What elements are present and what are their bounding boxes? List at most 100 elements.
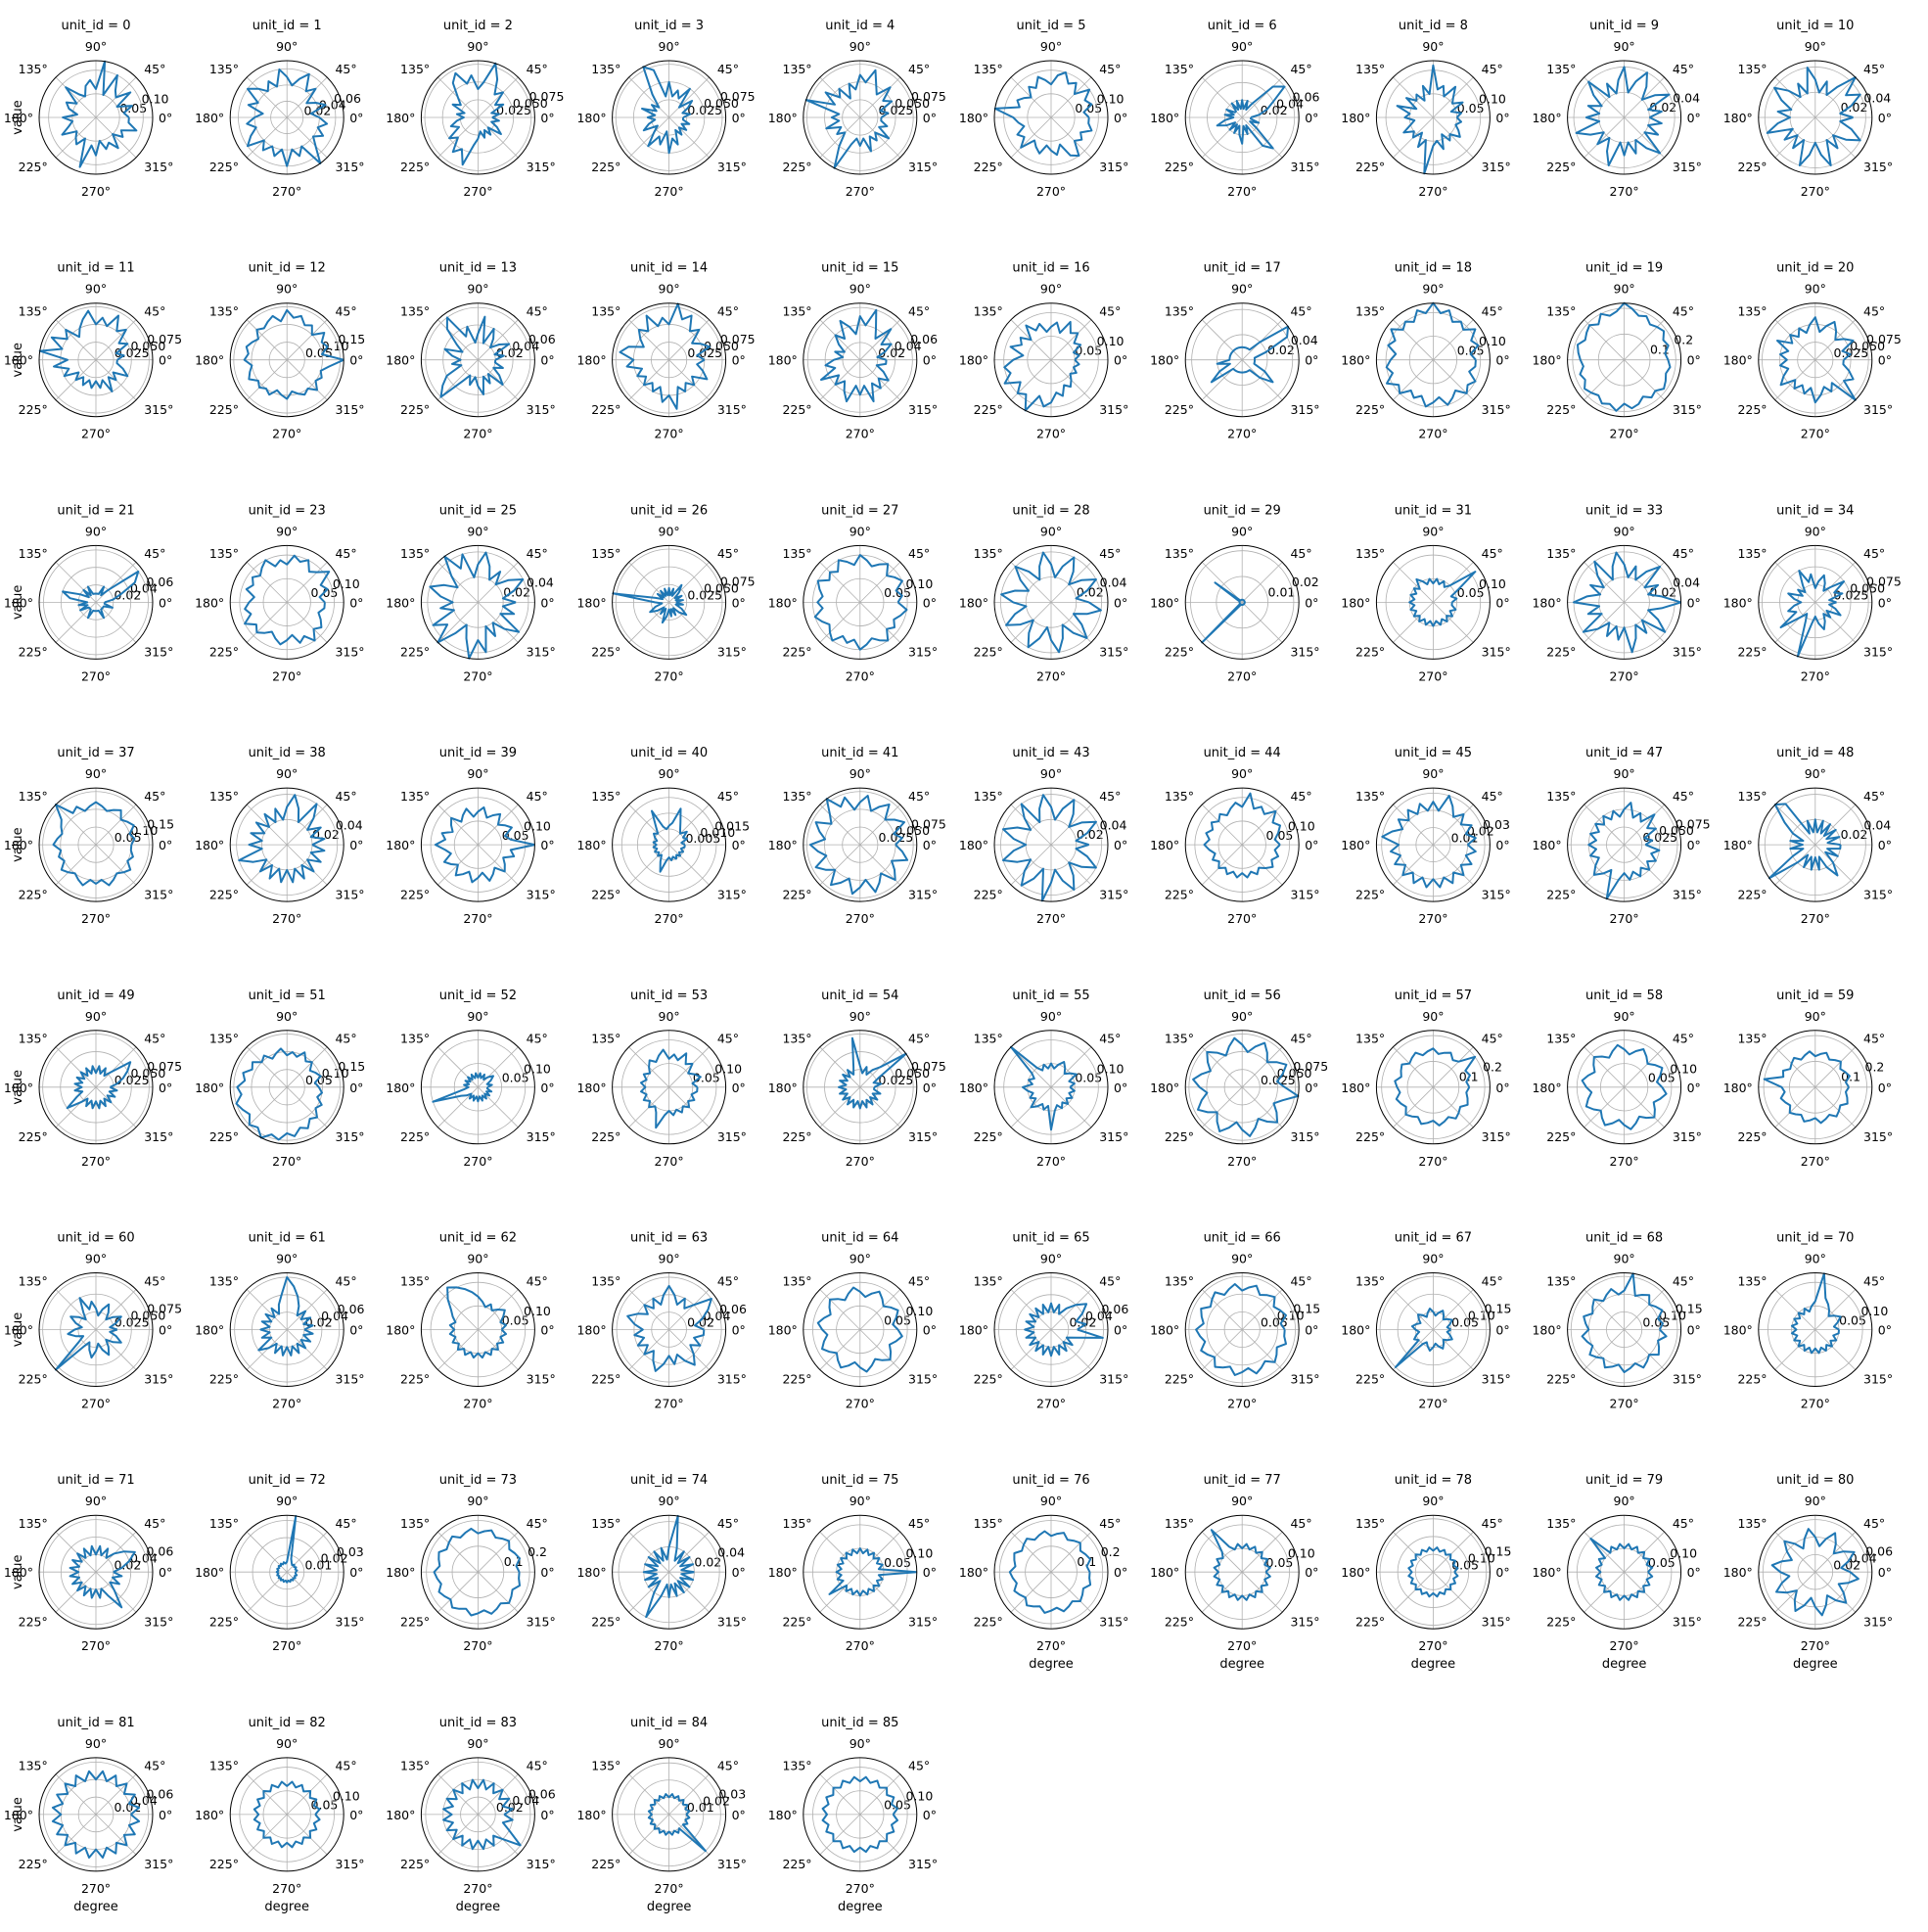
- angle-tick-label: 0°: [1495, 111, 1509, 125]
- angle-tick-label: 270°: [1418, 1638, 1447, 1653]
- angular-grid-line: [1010, 116, 1052, 159]
- angle-tick-label: 180°: [768, 1323, 798, 1338]
- angular-grid-line: [1774, 804, 1816, 846]
- angle-tick-label: 135°: [1737, 1032, 1767, 1046]
- angle-tick-label: 270°: [1036, 911, 1066, 926]
- angle-tick-label: 90°: [1231, 766, 1253, 781]
- angle-tick-label: 180°: [1723, 595, 1753, 610]
- angular-grid-line: [1584, 116, 1625, 159]
- angle-tick-label: 270°: [1227, 427, 1257, 441]
- angular-grid-line: [1433, 1531, 1474, 1573]
- angle-tick-label: 180°: [1723, 1565, 1753, 1580]
- angle-tick-label: 90°: [659, 524, 680, 538]
- polar-frame: [1567, 544, 1682, 660]
- polar-frame: [612, 1272, 727, 1387]
- polar-frame: [1375, 302, 1491, 418]
- angle-tick-label: 225°: [591, 1857, 620, 1871]
- radial-tick-label: 0.04: [704, 1309, 731, 1323]
- angle-tick-label: 270°: [1036, 1638, 1066, 1653]
- angle-tick-label: 315°: [335, 1857, 364, 1871]
- series-line: [1575, 66, 1671, 166]
- angular-grid-line: [1584, 602, 1625, 643]
- polar-frame: [803, 544, 918, 660]
- angular-grid-line: [246, 1329, 288, 1370]
- polar-panel: unit_id = 28 0.020.04 0° 45° 90° 135° 180° 225°…: [959, 503, 1128, 683]
- angular-grid-line: [1774, 1086, 1816, 1128]
- series-line: [257, 1276, 314, 1357]
- angular-grid-line: [437, 1289, 479, 1330]
- angle-tick-label: 270°: [272, 1154, 301, 1169]
- panel-title: unit_id = 80: [1776, 1473, 1854, 1488]
- series-line: [275, 1514, 298, 1584]
- angular-grid-line: [1584, 1046, 1625, 1088]
- angle-tick-label: 135°: [974, 789, 1003, 804]
- angular-grid-line: [1050, 602, 1092, 643]
- radial-tick-label: 0.050: [704, 339, 739, 353]
- series-line: [1395, 1308, 1453, 1368]
- angular-grid-line: [286, 1046, 328, 1088]
- angle-tick-label: 135°: [974, 62, 1003, 76]
- angle-tick-label: 90°: [659, 282, 680, 297]
- angle-tick-label: 225°: [591, 645, 620, 660]
- polar-panel: unit_id = 130.020.040.060°45°90°135°180°…: [386, 261, 555, 441]
- angle-tick-label: 90°: [276, 766, 298, 781]
- angle-tick-label: 315°: [144, 1614, 173, 1629]
- radial-tick-label: 0.10: [1479, 334, 1506, 348]
- angle-tick-label: 270°: [1801, 1154, 1830, 1169]
- polar-panel: unit_id = 68 0.050.100.15 0° 45° 90° 135° 180°…: [1532, 1231, 1702, 1411]
- series-line: [52, 801, 136, 887]
- polar-frame: [38, 60, 154, 175]
- angle-tick-label: 270°: [81, 184, 111, 199]
- radial-tick-label: 0.06: [719, 1302, 747, 1316]
- angle-tick-label: 315°: [1482, 1129, 1511, 1144]
- angle-tick-label: 225°: [782, 1857, 811, 1871]
- angle-tick-label: 180°: [195, 111, 224, 125]
- panel-title: unit_id = 78: [1395, 1473, 1472, 1488]
- angle-tick-label: 225°: [782, 645, 811, 660]
- angle-tick-label: 270°: [846, 911, 875, 926]
- polar-frame: [993, 302, 1109, 418]
- angular-grid-line: [1393, 844, 1434, 886]
- angle-tick-label: 315°: [1099, 645, 1128, 660]
- angular-grid-line: [668, 1571, 710, 1613]
- angle-tick-label: 315°: [1863, 1614, 1893, 1629]
- polar-frame: [420, 1272, 535, 1387]
- angle-tick-label: 315°: [908, 1372, 938, 1387]
- panel-title: unit_id = 76: [1012, 1473, 1089, 1488]
- angular-grid-line: [1433, 602, 1474, 643]
- angle-tick-label: 45°: [1673, 62, 1694, 76]
- panel-title: unit_id = 58: [1585, 989, 1663, 1003]
- angle-tick-label: 90°: [1614, 766, 1635, 781]
- angular-grid-line: [478, 562, 519, 603]
- polar-frame: [1375, 1030, 1491, 1145]
- polar-frame: [1567, 1272, 1682, 1387]
- angle-tick-label: 90°: [467, 39, 488, 54]
- angle-tick-label: 0°: [732, 1808, 746, 1822]
- angle-tick-label: 135°: [209, 62, 239, 76]
- angle-tick-label: 0°: [540, 1565, 554, 1580]
- series-line: [813, 554, 908, 651]
- angle-tick-label: 225°: [591, 402, 620, 417]
- angle-tick-label: 0°: [1878, 838, 1892, 852]
- radial-tick-label: 0.06: [1293, 90, 1320, 105]
- angle-tick-label: 225°: [1165, 645, 1194, 660]
- angle-tick-label: 0°: [732, 1081, 746, 1095]
- angle-tick-label: 135°: [1737, 62, 1767, 76]
- radial-tick-label: 0.01: [1268, 584, 1296, 599]
- angle-tick-label: 135°: [974, 546, 1003, 561]
- polar-frame: [803, 1514, 918, 1630]
- radial-tick-label: 0.05: [1266, 1555, 1294, 1570]
- radial-tick-label: 0.04: [130, 581, 158, 596]
- polar-frame: [1567, 1514, 1682, 1630]
- angle-tick-label: 135°: [1737, 1273, 1767, 1288]
- angular-grid-line: [437, 1814, 479, 1856]
- angular-grid-line: [1241, 76, 1283, 118]
- angular-grid-line: [55, 562, 97, 603]
- angular-grid-line: [1393, 804, 1434, 846]
- polar-frame: [38, 1514, 154, 1630]
- radial-tick-label: 0.05: [1457, 101, 1485, 115]
- angle-tick-label: 270°: [272, 911, 301, 926]
- angular-grid-line: [819, 319, 861, 360]
